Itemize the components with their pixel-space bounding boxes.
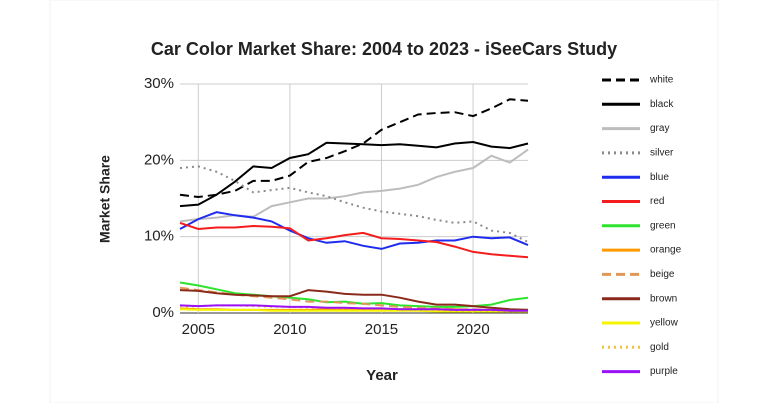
legend-label: blue bbox=[650, 172, 669, 183]
line-series bbox=[179, 165, 529, 243]
y-axis-label: Market Share bbox=[97, 155, 113, 243]
x-axis-label: Year bbox=[366, 367, 398, 384]
legend-label: gold bbox=[650, 342, 669, 353]
chart-title: Car Color Market Share: 2004 to 2023 - i… bbox=[151, 39, 617, 59]
line-series bbox=[179, 289, 529, 311]
x-tick-label: 2015 bbox=[365, 321, 398, 338]
y-tick-label: 0% bbox=[152, 304, 174, 321]
x-tick-label: 2005 bbox=[182, 321, 215, 338]
line-series bbox=[179, 98, 529, 199]
legend-label: purple bbox=[650, 366, 678, 377]
line-series bbox=[179, 211, 529, 250]
legend-label: gray bbox=[650, 123, 669, 134]
legend-label: beige bbox=[650, 269, 675, 280]
legend-label: brown bbox=[650, 293, 677, 304]
legend-label: silver bbox=[650, 148, 674, 159]
y-tick-label: 10% bbox=[144, 228, 174, 245]
y-tick-label: 20% bbox=[144, 151, 174, 168]
legend-label: yellow bbox=[650, 318, 679, 329]
legend-label: orange bbox=[650, 245, 682, 256]
legend-label: white bbox=[649, 75, 674, 86]
y-tick-label: 30% bbox=[144, 75, 174, 92]
line-series bbox=[179, 221, 529, 259]
legend-label: red bbox=[650, 196, 664, 207]
line-series bbox=[179, 308, 528, 313]
x-tick-label: 2020 bbox=[456, 321, 489, 338]
x-tick-label: 2010 bbox=[273, 321, 306, 338]
line-series bbox=[179, 304, 528, 312]
line-series bbox=[179, 140, 529, 208]
legend-label: black bbox=[650, 99, 674, 110]
legend-label: green bbox=[650, 220, 676, 231]
